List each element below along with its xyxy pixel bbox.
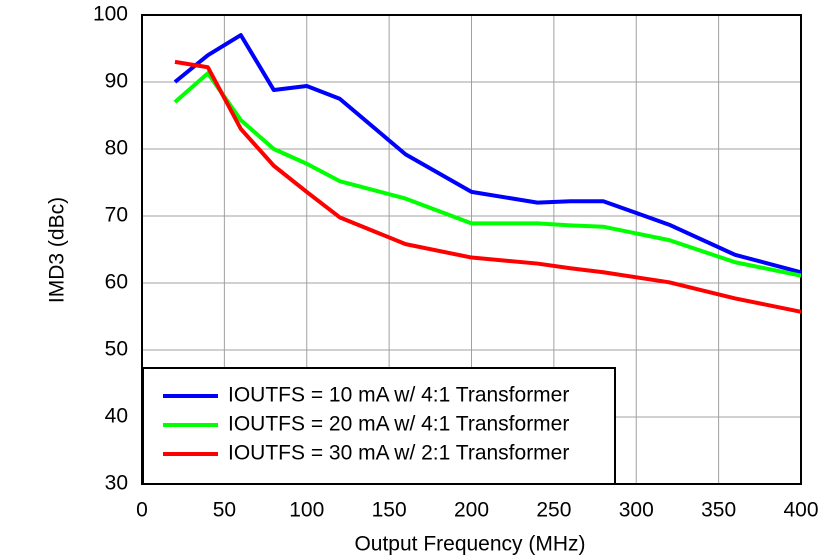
y-tick-label: 70 [105,204,128,227]
y-axis-label: IMD3 (dBc) [46,197,69,303]
y-tick-label: 80 [105,137,128,160]
y-tick-label: 40 [105,405,128,428]
legend-box [142,367,616,485]
x-tick-label: 100 [289,499,324,522]
series-line [173,71,802,278]
y-tick-label: 30 [105,472,128,495]
x-tick-label: 0 [136,499,148,522]
y-tick-label: 50 [105,338,128,361]
y-tick-label: 60 [105,271,128,294]
x-tick-label: 150 [372,499,407,522]
legend-label: IOUTFS = 30 mA w/ 2:1 Transformer [228,442,569,465]
x-tick-label: 50 [213,499,236,522]
x-tick-label: 300 [619,499,654,522]
y-tick-label: 100 [93,3,128,26]
x-tick-label: 200 [454,499,489,522]
legend-label: IOUTFS = 20 mA w/ 4:1 Transformer [228,413,569,436]
legend-label: IOUTFS = 10 mA w/ 4:1 Transformer [228,384,569,407]
x-tick-label: 400 [783,499,818,522]
x-tick-label: 250 [536,499,571,522]
x-tick-label: 350 [701,499,736,522]
series-line [173,33,802,275]
x-axis-label: Output Frequency (MHz) [354,533,585,556]
y-tick-label: 90 [105,70,128,93]
series-line [174,59,802,314]
